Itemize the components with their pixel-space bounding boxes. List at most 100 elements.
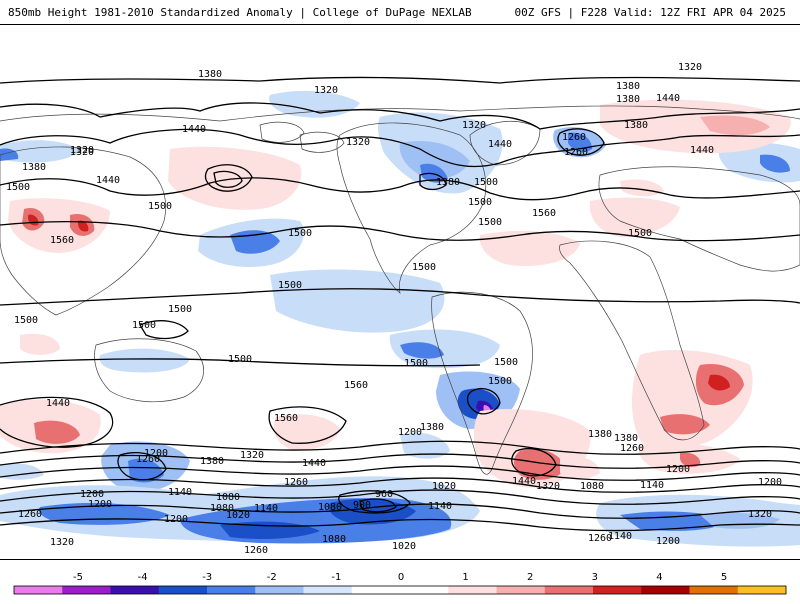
contour-label-text: 1380 — [420, 422, 444, 433]
contour-label-text: 1260 — [588, 533, 612, 544]
colorbar-cell — [448, 586, 497, 594]
contour-label-text: 1500 — [148, 201, 172, 212]
contour-label: 1320 — [346, 137, 370, 148]
contour-label-text: 1260 — [564, 147, 588, 158]
contour-label: 1500 — [412, 262, 436, 273]
colorbar-tick-label: 5 — [721, 572, 727, 583]
contour-label: 1260 — [588, 533, 612, 544]
contour-label: 1500 — [474, 177, 498, 188]
contour-label-text: 1500 — [278, 280, 302, 291]
contour-label-text: 1320 — [70, 147, 94, 158]
contour-labels: 1380132013201260132013801440150014401320… — [6, 62, 782, 556]
contour-label: 1080 — [216, 492, 240, 503]
contour-label: 1260 — [562, 132, 586, 143]
colorbar-cell — [14, 586, 63, 594]
contour-label-text: 1080 — [580, 481, 604, 492]
contour-label: 1080 — [210, 503, 234, 514]
contour-label: 1260 — [244, 545, 268, 556]
contour-label-text: 1140 — [168, 487, 192, 498]
contour-label-text: 1320 — [462, 120, 486, 131]
contour-label: 1320 — [50, 537, 74, 548]
contour-label-text: 1500 — [478, 217, 502, 228]
contour-label-text: 1380 — [616, 81, 640, 92]
contour-label-text: 1260 — [244, 545, 268, 556]
contour-label-text: 1500 — [494, 357, 518, 368]
contour-label: 1440 — [302, 458, 326, 469]
run-valid-time: 00Z GFS | F228 Valid: 12Z FRI APR 04 202… — [514, 6, 786, 19]
contour-label: 1500 — [148, 201, 172, 212]
contour-label-text: 1320 — [346, 137, 370, 148]
contour-label: 1380 — [420, 422, 444, 433]
contour-label-text: 1380 — [198, 69, 222, 80]
contour-label: 1200 — [666, 464, 690, 475]
contour-label-text: 1320 — [748, 509, 772, 520]
anomaly-colorbar: -5 -4 -3 -2 -1 0 1 2 3 4 5 — [0, 568, 800, 600]
contour-label: 1140 — [428, 501, 452, 512]
contour-label: 1440 — [488, 139, 512, 150]
contour-label-text: 1500 — [488, 376, 512, 387]
contour-label: 1500 — [478, 217, 502, 228]
contour-label: 1140 — [640, 480, 664, 491]
colorbar-cell — [62, 586, 111, 594]
contour-label-text: 1140 — [428, 501, 452, 512]
contour-label-text: 1440 — [182, 124, 206, 135]
contour-label-text: 1200 — [398, 427, 422, 438]
contour-label: 1320 — [314, 85, 338, 96]
contour-label-text: 1200 — [666, 464, 690, 475]
contour-label-text: 1320 — [314, 85, 338, 96]
contour-label: 1260 — [564, 147, 588, 158]
colorbar-cell — [207, 586, 256, 594]
contour-label: 1500 — [168, 304, 192, 315]
contour-label: 1140 — [168, 487, 192, 498]
colorbar-tick-label: -3 — [202, 572, 212, 583]
contour-label-text: 1200 — [80, 489, 104, 500]
contour-label: 1500 — [628, 228, 652, 239]
contour-label: 1260 — [18, 509, 42, 520]
colorbar-tick-label: -4 — [138, 572, 148, 583]
contour-label: 1260 — [136, 454, 160, 465]
contour-label: 1260 — [620, 443, 644, 454]
contour-label-text: 1380 — [22, 162, 46, 173]
contour-label: 1080 — [580, 481, 604, 492]
contour-label-text: 1380 — [616, 94, 640, 105]
contour-label-text: 1020 — [226, 510, 250, 521]
contour-label-text: 1380 — [624, 120, 648, 131]
colorbar-tick-label: -1 — [331, 572, 341, 583]
contour-label-text: 1260 — [620, 443, 644, 454]
contour-label-text: 1380 — [436, 177, 460, 188]
colorbar-cells — [13, 585, 787, 595]
contour-label: 1320 — [70, 145, 94, 156]
colorbar-cell — [593, 586, 642, 594]
contour-label: 1200 — [758, 477, 782, 488]
contour-label-text: 1500 — [6, 182, 30, 193]
contour-label-text: 1200 — [758, 477, 782, 488]
contour-label: 900 — [353, 500, 371, 511]
contour-label: 1140 — [608, 531, 632, 542]
contour-label-text: 1200 — [656, 536, 680, 547]
contour-label: 1020 — [432, 481, 456, 492]
contour-label: 1320 — [462, 120, 486, 131]
contour-label: 1380 — [616, 81, 640, 92]
contour-label: 1560 — [50, 235, 74, 246]
colorbar-tick-label: 4 — [656, 572, 662, 583]
contour-label: 1380 — [198, 69, 222, 80]
contour-label-text: 1380 — [588, 429, 612, 440]
contour-label-text: 1080 — [318, 502, 342, 513]
contour-label: 1560 — [274, 413, 298, 424]
positive-anomaly-shading — [0, 99, 791, 488]
contour-label: 1380 — [200, 456, 224, 467]
contour-label: 1320 — [536, 481, 560, 492]
colorbar-tick-label: 2 — [527, 572, 533, 583]
contour-label-text: 1200 — [164, 514, 188, 525]
contour-label-text: 1320 — [536, 481, 560, 492]
contour-label-text: 1500 — [14, 315, 38, 326]
contour-label-text: 1440 — [488, 139, 512, 150]
contour-label-text: 1560 — [274, 413, 298, 424]
contour-label-text: 1020 — [392, 541, 416, 552]
colorbar-tick-label: -5 — [73, 572, 83, 583]
contour-label: 1080 — [318, 502, 342, 513]
contour-label: 1320 — [748, 509, 772, 520]
contour-label-text: 1440 — [512, 476, 536, 487]
contour-label: 1440 — [690, 145, 714, 156]
contour-label: 1140 — [254, 503, 278, 514]
